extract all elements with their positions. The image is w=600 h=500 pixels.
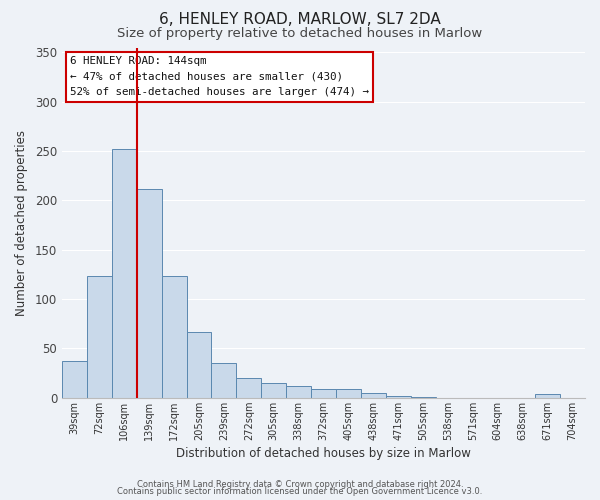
Bar [87,276,112,398]
Bar [236,378,261,398]
Text: 6 HENLEY ROAD: 144sqm
← 47% of detached houses are smaller (430)
52% of semi-det: 6 HENLEY ROAD: 144sqm ← 47% of detached … [70,56,369,98]
Text: 6, HENLEY ROAD, MARLOW, SL7 2DA: 6, HENLEY ROAD, MARLOW, SL7 2DA [159,12,441,28]
Bar [187,332,211,398]
Bar [336,389,361,398]
Bar [386,396,410,398]
X-axis label: Distribution of detached houses by size in Marlow: Distribution of detached houses by size … [176,447,471,460]
Bar [361,393,386,398]
Bar [137,188,161,398]
Bar [286,386,311,398]
Bar [535,394,560,398]
Y-axis label: Number of detached properties: Number of detached properties [15,130,28,316]
Text: Contains public sector information licensed under the Open Government Licence v3: Contains public sector information licen… [118,488,482,496]
Bar [161,276,187,398]
Bar [410,397,436,398]
Text: Contains HM Land Registry data © Crown copyright and database right 2024.: Contains HM Land Registry data © Crown c… [137,480,463,489]
Bar [311,389,336,398]
Text: Size of property relative to detached houses in Marlow: Size of property relative to detached ho… [118,28,482,40]
Bar [112,149,137,398]
Bar [211,363,236,398]
Bar [62,362,87,398]
Bar [261,383,286,398]
